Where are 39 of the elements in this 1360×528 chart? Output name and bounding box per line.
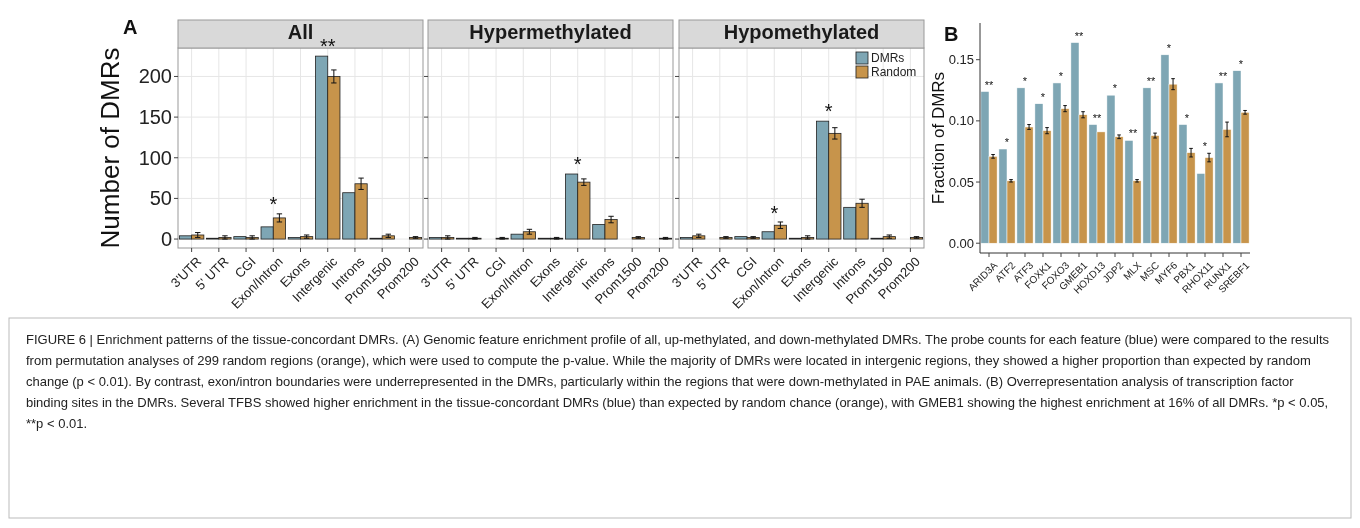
- y-tick-label: 50: [149, 187, 172, 210]
- annotation: *: [1238, 57, 1244, 70]
- annotation: **: [1074, 29, 1084, 42]
- annotation: *: [1058, 69, 1064, 82]
- annotation: **: [319, 35, 336, 58]
- y-tick-label: 200: [138, 65, 172, 88]
- legend-label: Random: [871, 65, 917, 80]
- annotation: *: [824, 100, 833, 123]
- y-tick-label: 0.10: [948, 113, 974, 129]
- y-axis-title: Fraction of DMRs: [928, 71, 948, 205]
- annotation: *: [1112, 82, 1118, 95]
- text: B: [944, 23, 959, 45]
- chart-title: Hypermethylated: [469, 21, 632, 43]
- y-tick-label: 100: [138, 146, 172, 169]
- annotation: **: [984, 78, 994, 91]
- annotation: **: [1092, 111, 1102, 124]
- annotation: **: [1218, 69, 1228, 82]
- legend-label: DMRs: [871, 51, 905, 66]
- annotation: *: [1022, 74, 1028, 87]
- annotation: *: [573, 153, 582, 176]
- annotation: *: [269, 192, 278, 215]
- annotation: *: [1202, 140, 1208, 153]
- text: A: [123, 16, 138, 38]
- y-tick-label: 0.05: [948, 174, 974, 190]
- annotation: *: [1166, 41, 1172, 54]
- y-tick-label: 0: [160, 228, 172, 251]
- annotation: **: [1146, 74, 1156, 87]
- annotation: *: [1040, 90, 1046, 103]
- y-axis-title: Number of DMRs: [95, 47, 126, 249]
- annotation: *: [770, 201, 779, 224]
- chart-title: Hypomethylated: [723, 21, 880, 43]
- y-tick-label: 0.00: [948, 235, 974, 251]
- y-tick-label: 0.15: [948, 52, 974, 68]
- chart-title: All: [287, 21, 314, 43]
- annotation: *: [1184, 111, 1190, 124]
- y-tick-label: 150: [138, 106, 172, 129]
- caption: FIGURE 6 | Enrichment patterns of the tissue-concordant DMRs. (A) Genomic feature enrichment profile of all, up-methylated, and down-methylated DMRs. The probe counts for each feature (blue) were compared to the results from permutation analyses of 299 random regions (orange), which were used to compute the p-value. While the majority of DMRs were located in intergenic regions, they showed a higher proportion than expected by random change (p < 0.01). By contrast, exon/intron boundaries were underrepresented in the DMRs, particularly within the regions that were down-methylated in PAE animals. (B) Overrepresentation analysis of transcription factor binding sites in the DMRs. Several TFBS showed higher enrichment in the tissue-concordant DMRs (blue) than expected by random chance (orange), with GMEB1 showing the highest enrichment at 16% of all DMRs. *p < 0.05, **p < 0.01.: [26, 332, 1330, 431]
- annotation: *: [1004, 136, 1010, 149]
- annotation: **: [1128, 127, 1138, 140]
